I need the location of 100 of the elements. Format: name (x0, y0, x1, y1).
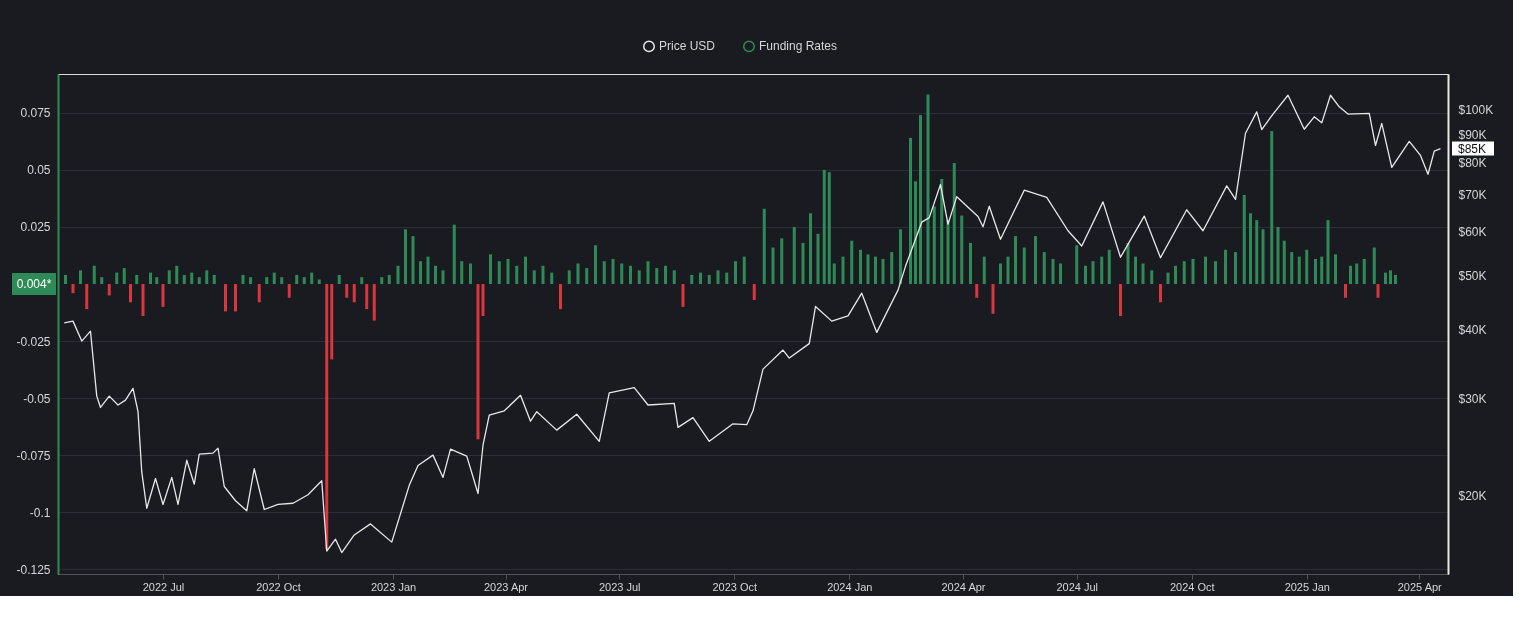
bar (707, 274, 711, 285)
bar (352, 284, 356, 303)
y-tick-label: -0.075 (16, 448, 51, 463)
bar (914, 181, 917, 285)
bar (175, 265, 179, 285)
bar (1320, 256, 1324, 285)
bar (1100, 256, 1104, 285)
bar (1134, 256, 1137, 285)
bar (1126, 242, 1130, 285)
bar (567, 270, 571, 285)
bar (345, 284, 349, 298)
bar (681, 284, 685, 307)
bar (699, 272, 702, 285)
bar (646, 261, 650, 285)
bar (1305, 249, 1309, 285)
bar (1191, 258, 1195, 285)
legend-label: Funding Rates (759, 39, 838, 54)
y-tick-label: -0.125 (16, 562, 51, 577)
bar (1006, 256, 1010, 285)
bar (725, 272, 729, 285)
bar (71, 284, 75, 294)
x-tick-label: 2023 Jan (370, 580, 417, 593)
bar (1034, 236, 1037, 285)
bar (620, 263, 624, 285)
bar (1107, 249, 1111, 285)
bar (1249, 213, 1252, 285)
y2-tick-label: $30K (1458, 392, 1487, 406)
bar (161, 284, 165, 307)
bar (926, 94, 930, 285)
bar (1270, 131, 1274, 285)
bar (841, 256, 845, 285)
x-tick-label: 2023 Jul (598, 580, 641, 593)
bar (672, 270, 676, 285)
bar (434, 265, 437, 285)
y-tick-label: 0.075 (20, 106, 51, 121)
bar (317, 279, 321, 285)
bar (1349, 265, 1352, 285)
bar (664, 265, 667, 285)
x-tick-label: 2023 Oct (712, 580, 758, 593)
bar (287, 284, 291, 298)
y2-tick-label: $40K (1458, 322, 1487, 337)
bar (827, 172, 831, 285)
bar (360, 277, 364, 285)
bar (946, 220, 950, 285)
bar (809, 213, 812, 285)
bar (85, 284, 89, 310)
bar (481, 284, 485, 317)
bar (602, 261, 606, 285)
bar (585, 268, 589, 285)
bar (141, 284, 145, 317)
bar (122, 268, 126, 285)
bar (280, 277, 284, 285)
bar (991, 284, 995, 314)
bar (372, 284, 376, 321)
bar (1344, 284, 1347, 298)
bar (1014, 236, 1017, 285)
bar (64, 274, 67, 285)
bar (365, 284, 369, 310)
bar (1261, 229, 1265, 285)
text: 0.004* (16, 277, 52, 292)
bar (1282, 240, 1286, 285)
bar (832, 263, 836, 285)
legend-label: Price USD (659, 39, 716, 54)
bar (1059, 263, 1062, 285)
bar (637, 270, 641, 285)
bar (859, 249, 862, 285)
bar (92, 265, 96, 285)
bar (310, 272, 314, 285)
y-tick-label: 0.05 (27, 163, 51, 178)
x-tick-label: 2024 Apr (941, 580, 986, 593)
bar (999, 263, 1002, 285)
bar (969, 242, 972, 285)
x-tick-label: 2025 Jan (1284, 580, 1330, 593)
y2-tick-label: $100K (1458, 102, 1494, 117)
bar (224, 284, 227, 312)
bar (129, 284, 132, 303)
bar (1075, 245, 1079, 285)
bar (441, 270, 445, 285)
bar (919, 115, 922, 285)
y2-tick-label: $90K (1458, 128, 1487, 143)
bar (1214, 261, 1217, 285)
bar (167, 270, 171, 285)
y2-tick-label: $60K (1458, 225, 1487, 240)
bar (716, 270, 720, 285)
bar (489, 254, 492, 285)
bar (419, 261, 422, 285)
bar (850, 240, 854, 285)
bar (249, 277, 252, 285)
bar (594, 245, 597, 285)
bar (1334, 254, 1337, 285)
bar (1276, 226, 1280, 285)
bar (881, 258, 885, 285)
bar (550, 272, 554, 285)
bar (1376, 284, 1380, 298)
bar (460, 261, 464, 285)
bar (205, 270, 209, 285)
y2-tick-label: $20K (1458, 489, 1487, 504)
bar (1174, 265, 1177, 285)
x-tick-label: 2022 Jul (142, 580, 185, 593)
bar (1355, 263, 1359, 285)
